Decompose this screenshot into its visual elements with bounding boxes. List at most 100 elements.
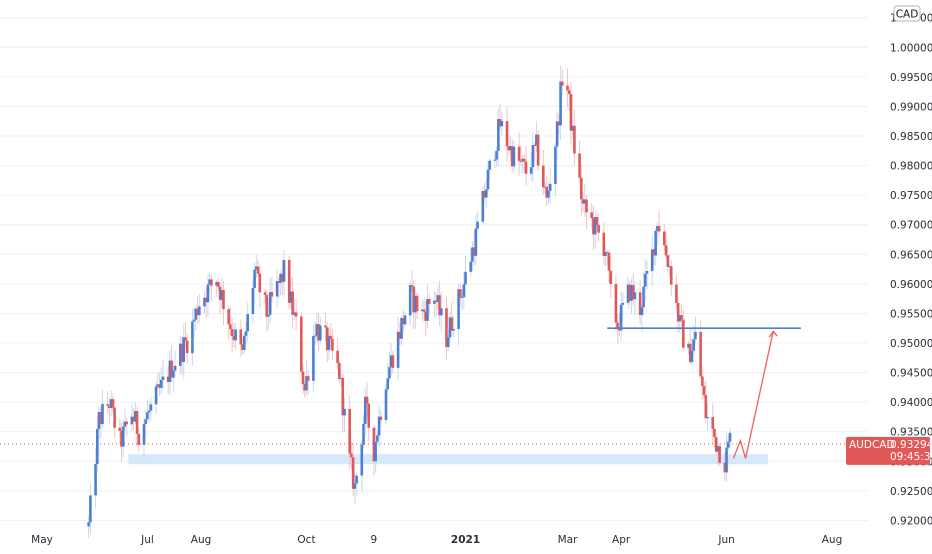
candle — [486, 159, 490, 192]
candle — [120, 422, 123, 462]
candle-body-down — [676, 303, 680, 322]
candle — [495, 146, 498, 167]
price-tick-label: 0.97500 — [890, 190, 932, 202]
candle — [701, 366, 704, 401]
candle — [723, 451, 727, 482]
candle-body-down — [616, 322, 619, 330]
candle — [640, 304, 644, 332]
candle — [327, 327, 331, 360]
candle — [690, 338, 694, 366]
candle — [204, 287, 208, 319]
candle-body-down — [718, 446, 721, 463]
time-tick-label: Jun — [717, 534, 734, 546]
candle — [294, 297, 298, 331]
candle — [462, 271, 466, 310]
candle-body-up — [668, 266, 671, 268]
candle — [192, 307, 196, 338]
candle — [680, 304, 683, 331]
candle — [147, 401, 151, 423]
candle-body-down — [704, 395, 708, 419]
candle — [210, 275, 213, 302]
candle-body-down — [711, 416, 715, 429]
candle — [602, 222, 606, 265]
candle — [460, 288, 464, 311]
candle — [118, 418, 122, 445]
candle — [676, 296, 680, 333]
candle — [517, 132, 521, 176]
candle — [713, 425, 716, 448]
candle-body-down — [483, 191, 486, 198]
candle — [161, 359, 165, 390]
time-tick-label: Jul — [140, 534, 154, 546]
price-axis[interactable]: 0.920000.925000.930000.935000.940000.945… — [890, 13, 932, 528]
price-tick-label: 0.95000 — [890, 338, 932, 350]
candle — [554, 142, 557, 197]
candle-body-up — [559, 81, 562, 126]
candle — [457, 283, 460, 346]
candle-body-up — [446, 337, 450, 348]
grid-layer — [0, 17, 868, 521]
candle — [343, 397, 346, 433]
candle-body-down — [459, 289, 462, 298]
candle — [111, 394, 115, 413]
candle — [222, 280, 225, 326]
candle — [500, 112, 504, 136]
price-tick-label: 0.98000 — [890, 161, 932, 173]
candle — [97, 406, 101, 440]
candle-body-down — [657, 226, 661, 232]
candle — [325, 322, 329, 363]
projection-arrowhead — [768, 330, 778, 338]
candle-body-up — [474, 228, 478, 256]
candle — [726, 435, 730, 451]
time-tick-label: Mar — [558, 534, 578, 546]
candle-body-down — [675, 284, 678, 304]
candle-body-up — [488, 160, 492, 170]
candle — [524, 146, 528, 186]
candle — [543, 180, 547, 194]
candle — [522, 154, 526, 173]
candle-body-down — [291, 291, 294, 315]
candle — [253, 262, 256, 305]
candle-body-down — [517, 146, 521, 161]
candle-body-down — [578, 153, 581, 178]
candle-body-down — [229, 324, 232, 330]
time-tick-label: May — [31, 534, 53, 546]
candle-body-down — [628, 284, 632, 301]
candle-body-up — [319, 325, 322, 341]
candle — [448, 310, 452, 341]
currency-badge[interactable]: CAD — [893, 5, 921, 22]
time-axis[interactable]: May Jul Aug Oct 9 2021 Mar Apr Jun Aug — [31, 534, 842, 546]
candle — [507, 134, 511, 156]
candle-body-up — [363, 396, 367, 424]
candle-body-up — [242, 335, 246, 350]
candle — [339, 368, 343, 387]
candle-body-up — [109, 399, 113, 409]
candle-body-down — [522, 158, 526, 162]
candle — [590, 203, 594, 228]
candle-body-up — [433, 300, 436, 304]
candle-body-down — [597, 224, 600, 233]
candle-body-down — [135, 411, 139, 434]
candle — [185, 334, 189, 364]
candle-body-down — [125, 421, 129, 425]
candle-body-down — [263, 292, 267, 295]
candle-body-up — [687, 343, 690, 348]
candle — [319, 316, 322, 344]
candle-body-down — [602, 232, 606, 256]
candle — [172, 361, 175, 392]
candle-body-up — [414, 295, 417, 313]
candle-body-up — [94, 464, 97, 496]
candle — [217, 278, 220, 292]
candle — [484, 180, 488, 209]
candle-body-up — [220, 290, 224, 300]
candle-body-down — [422, 309, 426, 312]
candle-body-up — [728, 432, 732, 442]
candle-body-up — [457, 289, 460, 329]
candle-body-down — [450, 317, 453, 331]
candle — [265, 289, 269, 333]
candle-body-down — [118, 427, 122, 431]
candle — [301, 364, 305, 394]
candle-body-up — [460, 297, 464, 299]
